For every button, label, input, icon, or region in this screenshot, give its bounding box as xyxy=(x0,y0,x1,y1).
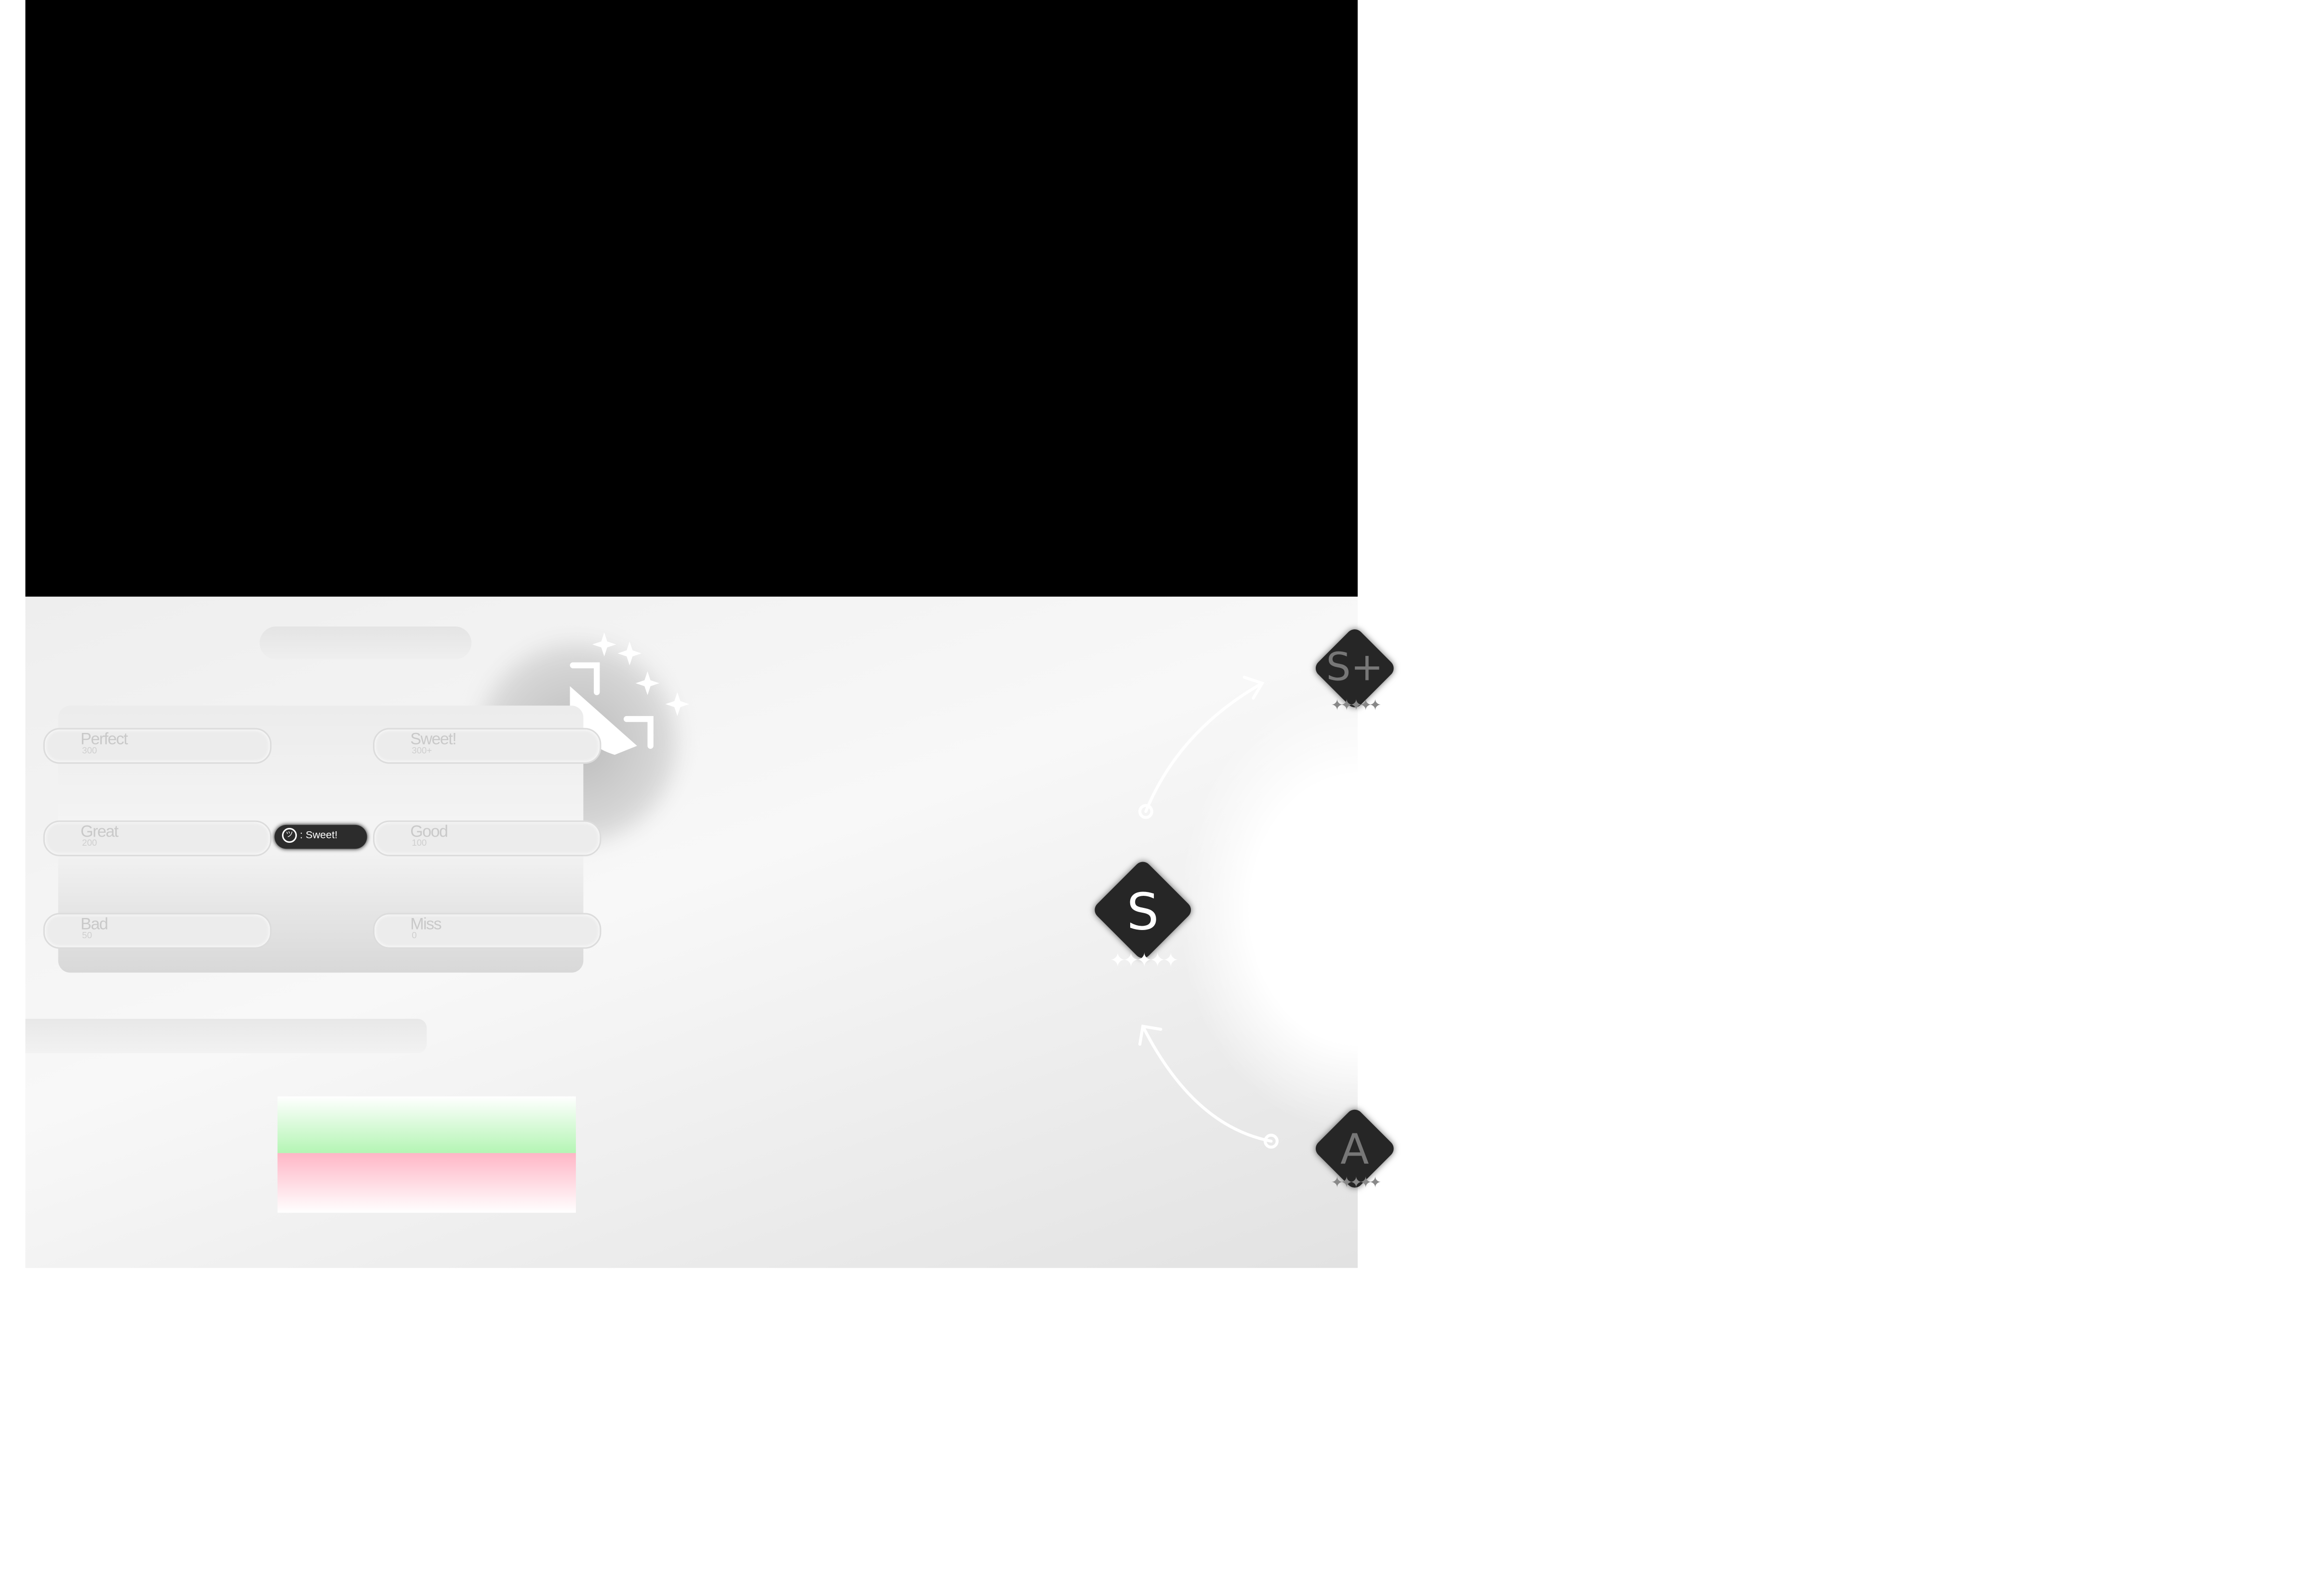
judgement-label: Bad xyxy=(80,916,108,934)
judgement-perfect: Perfect 300 xyxy=(43,728,272,764)
judgement-label: Great xyxy=(80,823,119,841)
judgement-bad: Bad 50 xyxy=(43,913,272,949)
info-bar xyxy=(25,1019,427,1053)
rank-letter: S xyxy=(1126,883,1159,943)
judgement-miss: Miss 0 xyxy=(373,913,601,949)
judgement-sweet: Sweet! 300+ xyxy=(373,728,601,764)
judgement-points: 300+ xyxy=(412,747,432,757)
star-icons: ✦✦✦✦✦ xyxy=(1331,698,1381,715)
judgement-points: 200 xyxy=(82,839,97,849)
video-area xyxy=(25,0,1358,597)
title-bar xyxy=(259,626,472,660)
judgement-great: Great 200 xyxy=(43,820,272,856)
judgement-points: 100 xyxy=(412,839,427,849)
hit-bar xyxy=(277,1096,576,1153)
rank-lower: A ✦✦✦✦✦ xyxy=(1312,1106,1398,1192)
judgement-label: Good xyxy=(410,823,448,841)
rank-letter: A xyxy=(1340,1125,1369,1174)
sweet-badge: ツ : Sweet! xyxy=(274,825,367,849)
judgement-points: 0 xyxy=(412,932,417,942)
judgement-label: Sweet! xyxy=(410,731,456,749)
judgement-label: Perfect xyxy=(80,731,128,749)
star-icons: ✦✦✦✦✦ xyxy=(1109,948,1179,971)
judgement-points: 300 xyxy=(82,747,97,757)
judgement-label: Miss xyxy=(410,916,441,934)
badge-text: : Sweet! xyxy=(300,831,338,841)
miss-bar xyxy=(277,1153,576,1213)
judgement-good: Good 100 xyxy=(373,820,601,856)
rank-arrows xyxy=(1138,676,1279,1149)
star-icons: ✦✦✦✦✦ xyxy=(1331,1175,1381,1192)
rank-upper: S+ ✦✦✦✦✦ xyxy=(1312,625,1398,715)
rank-letter: S+ xyxy=(1326,646,1384,691)
arrow-up-icon xyxy=(1144,681,1264,813)
rank-current: S ✦✦✦✦✦ xyxy=(1091,858,1195,971)
arrow-in-icon xyxy=(1141,1024,1273,1143)
smiley-icon: ツ xyxy=(282,828,297,843)
judgement-points: 50 xyxy=(82,932,92,942)
